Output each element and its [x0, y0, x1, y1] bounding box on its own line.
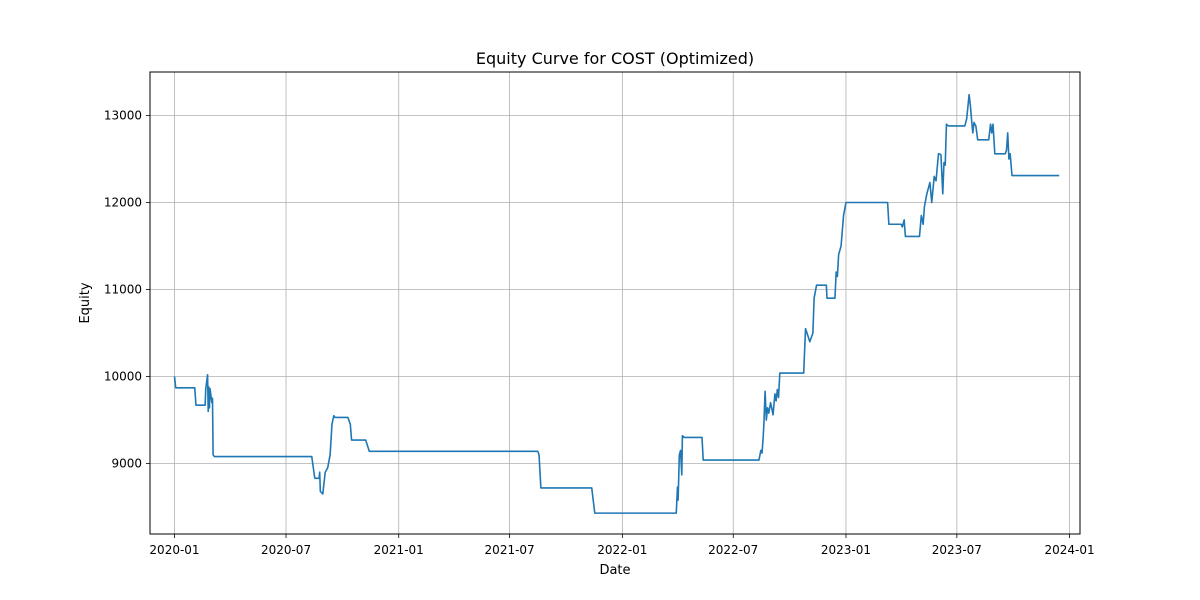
equity-line — [173, 93, 1060, 514]
x-axis-label: Date — [599, 563, 630, 578]
y-tick-label: 10000 — [104, 370, 142, 384]
chart-title: Equity Curve for COST (Optimized) — [476, 49, 754, 68]
x-axis-ticks: 2020-01 2020-07 2021-01 2021-07 2022-01 2022-… — [149, 534, 1095, 557]
x-tick-label: 2020-01 — [149, 543, 199, 557]
plot-frame — [149, 71, 1081, 535]
y-tick-label: 12000 — [104, 196, 142, 210]
x-tick-label: 2022-07 — [708, 543, 758, 557]
y-axis-label: Equity — [78, 282, 93, 323]
x-tick-label: 2021-07 — [485, 543, 535, 557]
y-tick-label: 9000 — [111, 457, 142, 471]
y-tick-label: 11000 — [104, 283, 142, 297]
x-tick-label: 2022-01 — [597, 543, 647, 557]
x-tick-label: 2023-01 — [821, 543, 871, 557]
x-tick-label: 2020-07 — [261, 543, 311, 557]
y-tick-label: 13000 — [104, 109, 142, 123]
x-tick-label: 2021-01 — [374, 543, 424, 557]
y-axis-ticks: 9000 10000 11000 12000 13000 — [104, 109, 150, 471]
x-tick-label: 2024-01 — [1045, 543, 1095, 557]
series-layer — [173, 93, 1060, 514]
x-tick-label: 2023-07 — [932, 543, 982, 557]
